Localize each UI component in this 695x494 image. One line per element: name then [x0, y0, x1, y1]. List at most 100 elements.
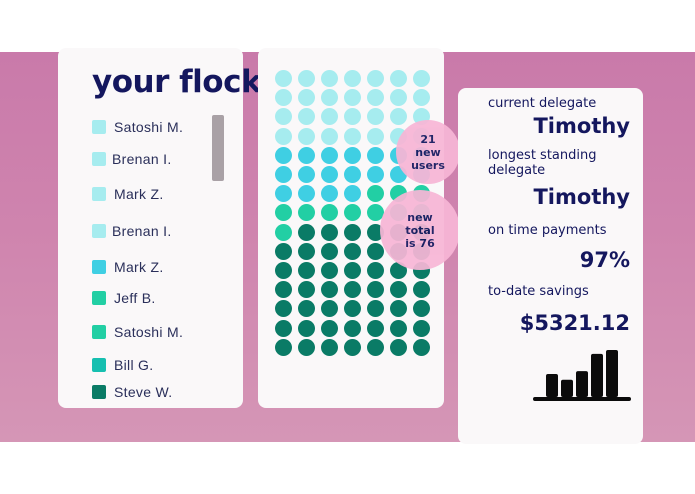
- flock-dot: [367, 281, 384, 299]
- flock-dot: [367, 108, 384, 126]
- member-name: Jeff B.: [114, 290, 156, 306]
- flock-dot: [275, 242, 292, 260]
- flock-dot: [275, 166, 292, 183]
- member-color-swatch: [92, 291, 106, 305]
- savings-bar: [606, 350, 618, 397]
- flock-dot: [367, 89, 384, 107]
- flock-dot: [321, 70, 338, 87]
- flock-dot: [344, 223, 361, 241]
- savings-bar: [591, 353, 603, 397]
- savings-value: $5321.12: [519, 311, 630, 335]
- flock-dot: [275, 338, 292, 356]
- member-list-scrollbar[interactable]: [212, 115, 224, 181]
- flock-dot: [344, 89, 361, 107]
- flock-dot: [390, 338, 407, 356]
- flock-dot: [390, 319, 407, 337]
- member-color-swatch: [92, 224, 106, 238]
- member-color-swatch: [92, 152, 106, 166]
- flock-dot: [321, 319, 338, 337]
- flock-dot: [390, 108, 407, 126]
- member-color-swatch: [92, 385, 106, 399]
- flock-dot: [275, 70, 292, 87]
- flock-dot: [390, 300, 407, 318]
- flock-dot: [344, 108, 361, 126]
- flock-dot: [367, 242, 384, 260]
- savings-bar: [561, 379, 573, 397]
- current-delegate-value: Timothy: [533, 114, 630, 138]
- bubble-line: users: [411, 158, 445, 172]
- bubble-line: is 76: [405, 236, 435, 250]
- flock-dot: [344, 146, 361, 164]
- flock-dot: [344, 300, 361, 318]
- on-time-payments-value: 97%: [579, 248, 630, 272]
- savings-bar: [546, 373, 558, 397]
- member-color-swatch: [92, 120, 106, 134]
- flock-dot: [367, 70, 384, 87]
- member-name: Mark Z.: [114, 259, 164, 275]
- flock-dot: [344, 338, 361, 356]
- flock-dot: [344, 262, 361, 279]
- flock-dot: [367, 204, 384, 222]
- bubble-line: total: [405, 223, 435, 237]
- flock-dot: [298, 242, 315, 260]
- flock-dot: [321, 146, 338, 164]
- flock-dot: [298, 185, 315, 203]
- flock-dot: [321, 127, 338, 145]
- flock-dot: [321, 185, 338, 203]
- flock-dot: [344, 185, 361, 203]
- member-color-swatch: [92, 325, 106, 339]
- flock-dot: [321, 204, 338, 222]
- member-name: Satoshi M.: [114, 119, 184, 135]
- flock-dot: [275, 319, 292, 337]
- flock-dot: [344, 70, 361, 87]
- flock-dot: [367, 166, 384, 183]
- flock-title: your flock: [92, 64, 262, 100]
- flock-dot: [298, 204, 315, 222]
- flock-dot: [298, 127, 315, 145]
- flock-dot: [367, 300, 384, 318]
- member-color-swatch: [92, 187, 106, 201]
- flock-dot: [298, 146, 315, 164]
- bubble-line: 21: [420, 132, 436, 146]
- flock-dot: [298, 338, 315, 356]
- flock-dot: [321, 223, 338, 241]
- flock-dot: [321, 300, 338, 318]
- longest-delegate-label-line2: delegate: [488, 163, 546, 178]
- savings-bar-chart: [533, 350, 631, 401]
- flock-dot: [367, 338, 384, 356]
- flock-dot: [413, 281, 430, 299]
- longest-delegate-value: Timothy: [533, 185, 630, 209]
- member-name: Satoshi M.: [114, 324, 184, 340]
- savings-bar: [576, 371, 588, 397]
- flock-dot: [321, 262, 338, 279]
- bubble-line: new: [407, 210, 433, 224]
- flock-dot: [367, 127, 384, 145]
- member-name: Steve W.: [114, 384, 173, 400]
- flock-dot: [298, 70, 315, 87]
- flock-dot: [413, 319, 430, 337]
- flock-dot: [298, 319, 315, 337]
- flock-dot: [275, 185, 292, 203]
- flock-dot: [321, 89, 338, 107]
- flock-dot: [275, 300, 292, 318]
- flock-dot: [413, 89, 430, 107]
- flock-dot: [275, 108, 292, 126]
- flock-dot: [298, 300, 315, 318]
- flock-dot: [367, 146, 384, 164]
- flock-dot: [298, 262, 315, 279]
- new-total-bubble: new total is 76: [380, 190, 460, 270]
- flock-dot: [275, 223, 292, 241]
- flock-dot: [275, 146, 292, 164]
- member-name: Brenan I.: [112, 151, 172, 167]
- flock-dot: [275, 262, 292, 279]
- flock-dot: [298, 108, 315, 126]
- member-color-swatch: [92, 358, 106, 372]
- flock-dot: [275, 204, 292, 222]
- flock-dot: [344, 204, 361, 222]
- flock-dot: [344, 319, 361, 337]
- flock-dot: [321, 108, 338, 126]
- flock-dot: [413, 70, 430, 87]
- flock-list-card: [58, 48, 243, 408]
- flock-dot: [390, 70, 407, 87]
- flock-dot: [367, 262, 384, 279]
